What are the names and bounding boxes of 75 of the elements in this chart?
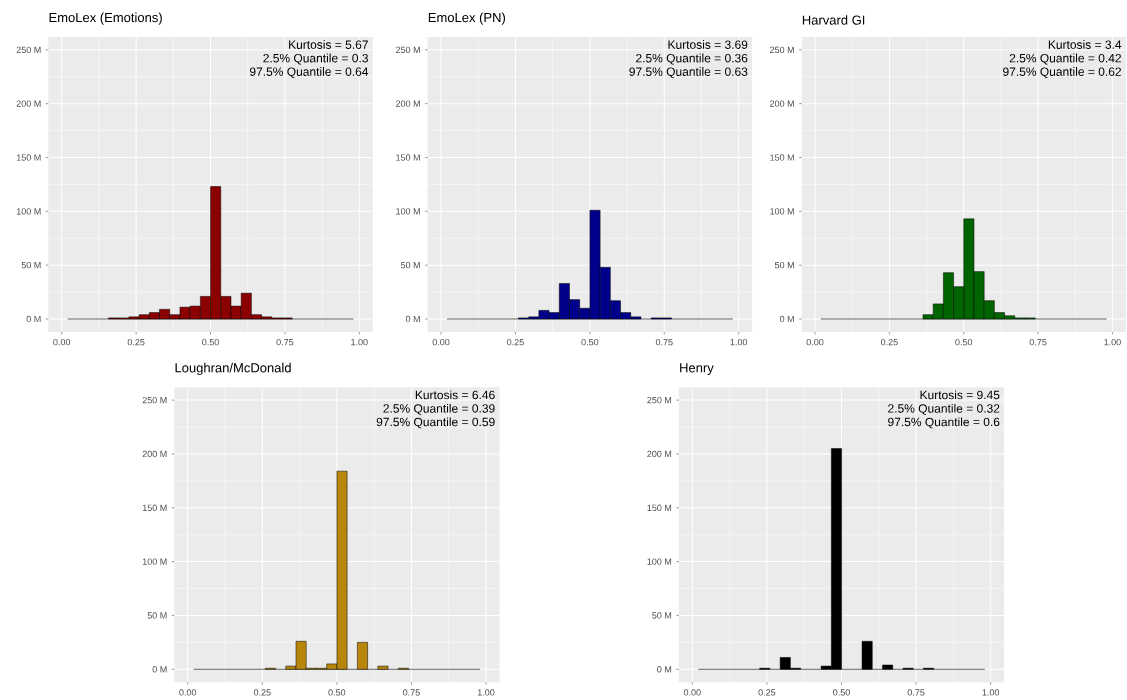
x-tick-label: 1.00 [351,338,368,346]
x-tick-label: 0.75 [655,338,673,346]
y-tick-label: 50 M [652,612,672,619]
x-tick-label: 0.25 [253,689,271,696]
x-tick-label: 0.75 [276,338,294,346]
y-tick-label: 100 M [396,208,420,215]
annotation: 2.5% Quantile = 0.36 [636,53,748,65]
y-tick-label: 0 M [405,315,420,323]
chart-title: Henry [680,363,714,375]
annotation: 2.5% Quantile = 0.42 [1009,53,1121,65]
annotation: 2.5% Quantile = 0.3 [263,53,368,65]
annotation: 97.5% Quantile = 0.6 [888,417,1000,429]
chart-title: Loughran/McDonald [175,362,291,375]
x-tick-label: 0.50 [581,338,599,346]
y-tick-label: 250 M [142,396,167,404]
x-tick-label: 1.00 [982,689,1000,696]
y-tick-label: 0 M [779,315,794,323]
y-tick-label: 100 M [142,558,167,565]
x-tick-label: 0.00 [683,689,701,696]
y-tick-label: 200 M [16,100,41,107]
x-tick-label: 1.00 [730,338,748,346]
y-tick-label: 50 M [774,261,794,269]
x-tick-label: 0.50 [955,338,973,346]
y-tick-label: 0 M [26,315,41,323]
y-tick-label: 100 M [16,208,41,215]
y-tick-label: 250 M [770,46,794,54]
y-tick-label: 150 M [647,504,672,511]
x-tick-label: 0.00 [806,338,824,346]
x-tick-label: 0.50 [328,689,346,696]
x-tick-label: 0.00 [179,689,197,696]
x-tick-label: 0.75 [907,689,925,696]
x-tick-label: 0.00 [432,338,450,346]
x-tick-label: 0.25 [758,689,776,696]
chart-title: Harvard GI [802,15,865,25]
x-tick-label: 1.00 [477,689,495,696]
x-tick-label: 0.50 [202,338,219,346]
y-tick-label: 250 M [647,396,672,404]
y-tick-label: 200 M [396,100,420,107]
y-tick-label: 250 M [16,46,41,54]
y-tick-label: 150 M [16,154,41,161]
x-tick-label: 0.25 [127,338,145,346]
annotation: 97.5% Quantile = 0.62 [1003,67,1121,79]
y-tick-label: 50 M [21,261,41,269]
annotation: 97.5% Quantile = 0.59 [376,417,495,429]
annotation: Kurtosis = 3.69 [668,40,748,49]
annotation: 2.5% Quantile = 0.32 [888,403,1000,415]
chart-title: EmoLex (Emotions) [49,12,162,25]
y-tick-label: 200 M [142,450,167,458]
annotation: Kurtosis = 5.67 [289,40,368,49]
y-tick-label: 100 M [647,558,672,565]
x-tick-label: 0.25 [880,338,898,346]
annotation: 97.5% Quantile = 0.64 [249,67,369,79]
y-tick-label: 150 M [142,504,167,511]
y-tick-label: 0 M [152,666,167,673]
annotation: Kurtosis = 6.46 [415,390,495,400]
annotation: Kurtosis = 9.45 [920,390,1000,400]
y-tick-label: 0 M [657,666,672,673]
y-tick-label: 250 M [396,46,420,54]
x-tick-label: 0.75 [1029,338,1047,346]
chart-title: EmoLex (PN) [428,12,506,25]
x-tick-label: 0.00 [53,338,71,346]
annotation: 97.5% Quantile = 0.63 [629,67,748,79]
y-tick-label: 150 M [770,154,794,161]
annotation: Kurtosis = 3.4 [1048,40,1122,49]
y-tick-label: 100 M [770,208,794,215]
x-tick-label: 0.75 [403,689,420,696]
annotation: 2.5% Quantile = 0.39 [383,403,495,415]
x-tick-label: 0.25 [507,338,524,346]
y-tick-label: 50 M [400,261,420,269]
y-tick-label: 150 M [396,154,420,161]
y-tick-label: 50 M [147,612,167,619]
x-tick-label: 0.50 [833,689,850,696]
x-tick-label: 1.00 [1104,338,1121,346]
y-tick-label: 200 M [647,450,672,458]
y-tick-label: 200 M [770,100,794,107]
